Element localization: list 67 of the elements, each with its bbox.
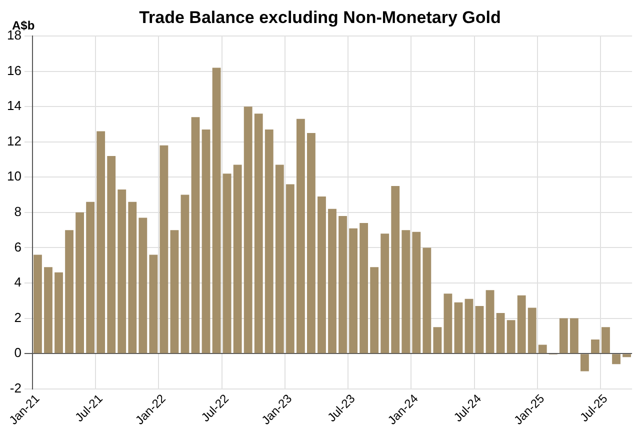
bar <box>264 130 274 354</box>
bar <box>44 267 52 354</box>
bar <box>328 208 336 354</box>
bar <box>591 339 600 354</box>
bar <box>422 248 432 354</box>
bar <box>370 267 379 354</box>
bar <box>212 68 221 354</box>
bar <box>402 230 410 354</box>
chart-title: Trade Balance excluding Non-Monetary Gold <box>139 8 501 27</box>
y-tick-label: 12 <box>6 133 22 148</box>
bar <box>570 318 578 354</box>
bar <box>433 327 442 354</box>
bar <box>622 354 631 358</box>
bar <box>391 186 400 354</box>
bar <box>506 320 516 354</box>
bar <box>580 354 589 372</box>
y-tick-label: -2 <box>10 380 22 396</box>
bar <box>244 106 252 354</box>
bar <box>76 212 84 354</box>
bar <box>464 298 474 354</box>
y-tick-label: 10 <box>6 168 22 184</box>
bar <box>307 133 316 354</box>
bar <box>170 230 179 354</box>
y-tick-label: 8 <box>14 204 22 220</box>
bar <box>286 184 294 354</box>
bar <box>128 202 137 354</box>
bar <box>138 218 148 354</box>
bar <box>444 294 452 354</box>
bar <box>54 272 63 354</box>
bar <box>612 354 620 364</box>
bar <box>496 313 505 354</box>
bar <box>296 118 305 354</box>
y-tick-label: 16 <box>6 62 22 78</box>
bar <box>454 302 463 354</box>
bar <box>96 131 106 354</box>
bar <box>528 308 536 354</box>
bar <box>559 318 568 354</box>
y-tick-label: 0 <box>14 345 22 360</box>
bar <box>338 216 347 354</box>
bar <box>486 290 494 354</box>
bar <box>191 117 200 354</box>
y-tick-label: 6 <box>14 239 22 254</box>
bar <box>107 156 116 354</box>
bar <box>180 194 190 354</box>
bar <box>86 202 95 354</box>
bar <box>160 145 168 354</box>
y-tick-label: 2 <box>14 310 22 325</box>
bar <box>475 306 484 354</box>
bar <box>538 344 547 354</box>
bar <box>349 228 358 354</box>
bar <box>149 254 158 354</box>
bar <box>34 254 42 354</box>
bar <box>233 164 242 354</box>
bar <box>602 327 610 354</box>
bar <box>222 174 232 354</box>
bar <box>318 196 326 354</box>
bar <box>517 295 526 354</box>
bar <box>65 230 74 354</box>
bar <box>275 164 284 354</box>
bar <box>254 114 263 354</box>
bar <box>360 223 368 354</box>
y-tick-label: 4 <box>14 274 22 290</box>
bar <box>202 130 210 354</box>
bar <box>412 232 421 354</box>
bar <box>118 190 126 354</box>
y-tick-label: 14 <box>6 98 22 114</box>
bar <box>380 234 390 354</box>
